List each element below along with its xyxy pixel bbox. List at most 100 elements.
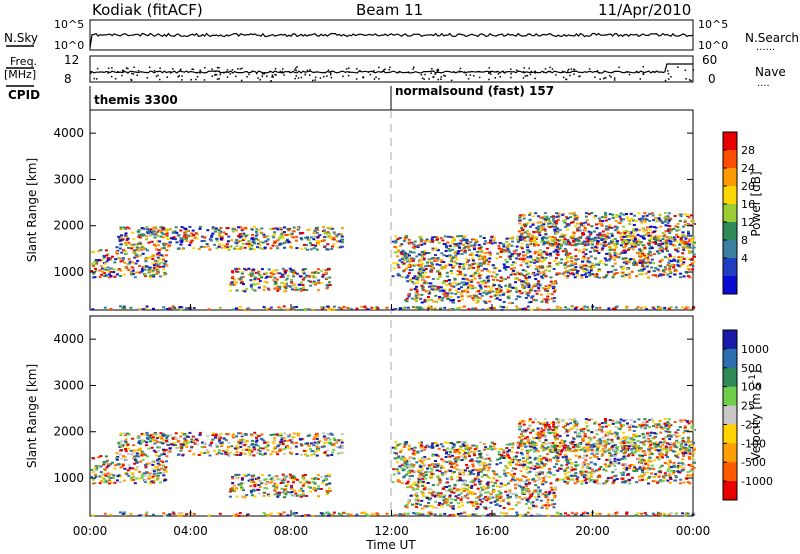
power-echo [419,270,423,273]
power-echo [534,268,538,271]
velocity-echo [173,436,177,439]
power-echo [273,242,276,244]
velocity-echo [305,495,309,497]
velocity-echo [611,462,615,465]
velocity-echo [249,449,253,452]
nave-point [639,78,641,80]
velocity-echo [148,473,152,476]
power-echo [243,267,246,270]
velocity-echo [413,494,417,497]
power-echo [481,262,485,265]
power-echo [413,298,417,301]
power-echo [184,228,188,230]
nave-point [269,70,271,73]
power-echo [529,261,533,264]
power-echo [175,231,179,234]
power-echo [304,308,308,310]
power-echo [600,224,604,227]
power-echo [641,218,645,221]
power-echo [235,239,239,241]
velocity-echo [423,486,427,489]
nave-point [549,70,551,73]
nave-point [95,78,98,80]
velocity-echo [337,439,341,442]
velocity-echo [461,483,465,486]
power-echo [512,269,516,272]
power-echo [269,247,273,250]
velocity-echo [425,505,429,508]
power-echo [648,254,652,257]
power-echo [141,233,144,236]
power-echo [637,229,641,232]
velocity-echo [156,446,160,449]
power-echo [315,271,318,274]
power-echo [626,216,629,219]
power-echo [276,272,280,275]
nave-tick-bottom: 0 [708,72,716,86]
power-echo [123,261,127,264]
power-echo [270,274,274,277]
velocity-echo [316,474,320,477]
power-echo [525,235,529,238]
velocity-echo [500,485,504,488]
velocity-echo [115,457,119,460]
velocity-echo [470,493,474,496]
velocity-echo [260,474,264,477]
power-echo [282,305,286,308]
power-echo [555,272,559,275]
power-echo [641,252,645,255]
power-echo [553,230,557,233]
power-echo [95,261,98,264]
velocity-echo [321,481,325,484]
power-echo [607,218,611,221]
velocity-echo [171,437,175,440]
velocity-echo [230,489,234,492]
velocity-echo [460,441,464,444]
power-echo [427,282,431,285]
power-echo [285,238,289,241]
nave-point [450,79,453,82]
velocity-echo [421,492,425,495]
nave-point [266,75,268,77]
nave-point [618,66,620,69]
power-echo [328,236,332,239]
nave-point [437,78,439,81]
velocity-echo [525,485,529,488]
velocity-echo [265,487,269,490]
power-echo [313,271,317,274]
power-echo [531,295,535,298]
power-echo [290,232,294,235]
power-echo [544,233,548,236]
velocity-echo [507,500,511,503]
velocity-echo [261,454,265,456]
power-echo [284,240,288,242]
power-echo [242,283,245,286]
power-echo [294,306,298,308]
velocity-echo [219,442,223,445]
power-echo [524,254,528,257]
velocity-echo [603,445,607,448]
velocity-echo [326,441,330,444]
velocity-echo [299,493,303,496]
power-echo [644,262,648,265]
power-echo [274,282,278,285]
power-echo [492,282,496,285]
power-echo [638,248,642,251]
nave-point [565,78,567,80]
power-echo [643,246,647,249]
power-echo [155,272,159,275]
velocity-echo [534,484,538,487]
velocity-echo [104,474,108,477]
velocity-echo [151,475,155,478]
velocity-echo [308,448,312,451]
power-echo [534,241,538,244]
power-echo [285,277,289,280]
nave-point [93,77,95,80]
power-echo [422,269,426,272]
velocity-echo [306,442,309,445]
power-echo [503,266,507,269]
nave-point [348,67,350,69]
power-echo [566,271,570,274]
power-echo [332,243,336,246]
